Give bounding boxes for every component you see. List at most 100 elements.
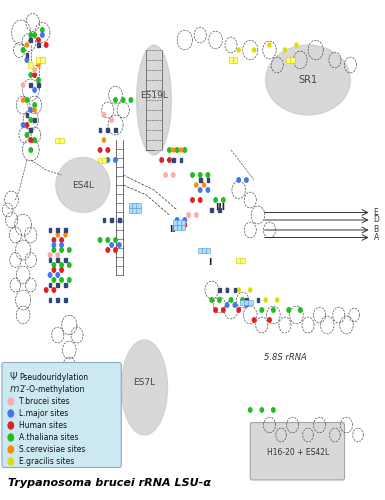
Circle shape — [49, 273, 52, 277]
Circle shape — [33, 68, 36, 72]
Circle shape — [299, 308, 302, 312]
Text: ES19L: ES19L — [140, 90, 168, 100]
Circle shape — [99, 148, 102, 152]
Text: 5.8S rRNA: 5.8S rRNA — [263, 353, 306, 362]
Bar — [132, 208, 137, 212]
Text: m: m — [10, 384, 19, 394]
Circle shape — [8, 434, 13, 441]
Bar — [177, 220, 181, 225]
Text: Trypanosoma brucei rRNA LSU-α: Trypanosoma brucei rRNA LSU-α — [8, 478, 211, 488]
Bar — [211, 208, 213, 212]
Circle shape — [229, 298, 233, 302]
Circle shape — [183, 218, 186, 222]
Text: S.cerevisiae sites: S.cerevisiae sites — [19, 445, 85, 454]
Bar — [106, 128, 109, 132]
Circle shape — [29, 108, 32, 112]
FancyBboxPatch shape — [250, 422, 345, 480]
Bar — [233, 288, 236, 292]
Bar — [207, 178, 209, 182]
Bar — [226, 288, 229, 292]
Bar — [37, 43, 40, 46]
Circle shape — [52, 263, 56, 267]
Bar — [33, 118, 36, 122]
Circle shape — [121, 98, 125, 102]
Bar — [129, 208, 133, 212]
Circle shape — [226, 288, 229, 292]
Circle shape — [29, 72, 32, 77]
Bar — [218, 208, 221, 212]
Bar — [181, 220, 185, 225]
Circle shape — [114, 158, 117, 162]
Circle shape — [106, 248, 110, 252]
Circle shape — [172, 148, 175, 152]
Bar — [110, 218, 113, 222]
Bar — [240, 300, 245, 305]
Ellipse shape — [56, 158, 110, 212]
Circle shape — [206, 173, 209, 178]
Circle shape — [110, 243, 113, 247]
Bar — [129, 202, 133, 207]
Bar — [244, 300, 249, 305]
Circle shape — [52, 268, 56, 272]
Circle shape — [41, 33, 44, 38]
Circle shape — [33, 33, 36, 38]
Circle shape — [41, 28, 44, 32]
Circle shape — [8, 458, 13, 465]
Circle shape — [249, 408, 252, 412]
Bar — [102, 158, 106, 162]
Circle shape — [237, 288, 240, 292]
Circle shape — [271, 308, 275, 312]
Circle shape — [60, 243, 64, 247]
Bar — [233, 58, 237, 62]
Circle shape — [222, 308, 225, 312]
Circle shape — [29, 148, 32, 152]
Bar — [136, 208, 141, 212]
Circle shape — [52, 288, 56, 292]
Circle shape — [183, 148, 186, 152]
Bar — [29, 128, 32, 132]
Bar — [198, 248, 203, 252]
Bar — [173, 225, 177, 230]
Circle shape — [268, 318, 271, 322]
Circle shape — [249, 288, 252, 292]
Bar — [136, 202, 141, 207]
Circle shape — [114, 98, 117, 102]
Circle shape — [64, 233, 67, 237]
Bar — [25, 53, 28, 56]
Circle shape — [56, 233, 59, 237]
Bar — [173, 220, 177, 225]
Circle shape — [214, 308, 217, 312]
Bar — [99, 128, 102, 132]
Text: Human sites: Human sites — [19, 421, 67, 430]
Circle shape — [203, 183, 206, 187]
Circle shape — [106, 158, 110, 162]
Circle shape — [25, 122, 29, 127]
Bar — [64, 258, 67, 262]
Circle shape — [68, 278, 71, 282]
Circle shape — [191, 198, 194, 202]
Bar — [56, 258, 59, 262]
Text: E.gracilis sites: E.gracilis sites — [19, 457, 75, 466]
Bar — [49, 283, 52, 287]
Circle shape — [264, 298, 267, 302]
Circle shape — [102, 113, 105, 117]
Circle shape — [44, 43, 48, 48]
Circle shape — [22, 122, 25, 127]
Circle shape — [253, 48, 256, 52]
Circle shape — [195, 183, 198, 187]
Circle shape — [33, 138, 36, 142]
Circle shape — [199, 198, 202, 202]
Circle shape — [129, 98, 132, 102]
Circle shape — [176, 223, 179, 227]
Circle shape — [276, 298, 279, 302]
Circle shape — [118, 243, 121, 247]
Bar — [202, 248, 206, 252]
Text: Ψ: Ψ — [10, 372, 17, 382]
Circle shape — [176, 218, 179, 222]
Ellipse shape — [137, 45, 171, 155]
Bar — [286, 58, 291, 62]
Circle shape — [199, 173, 202, 178]
Circle shape — [33, 103, 36, 108]
Circle shape — [37, 38, 40, 42]
Bar — [29, 83, 32, 87]
